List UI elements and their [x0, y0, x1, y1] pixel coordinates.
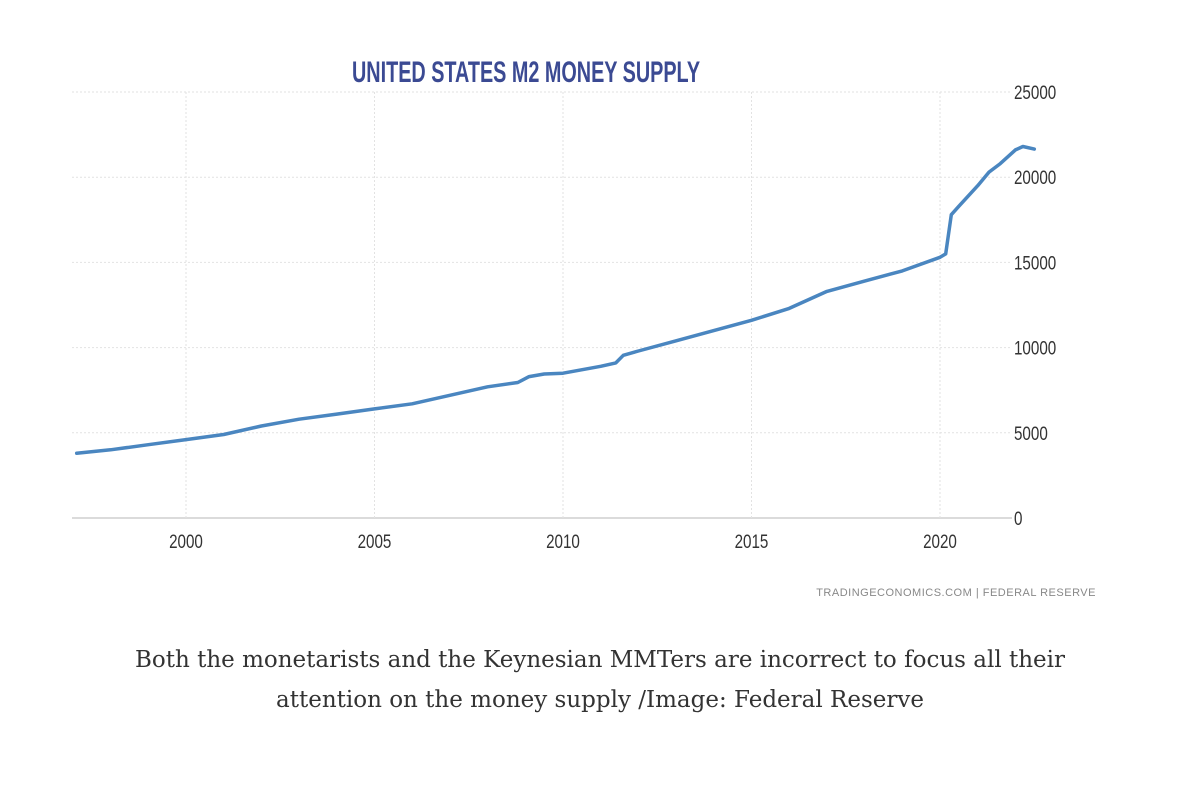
m2-line-chart: 0 5000 10000 15000 20000 25000 2000 2005 2010 201…: [72, 81, 1056, 552]
x-tick-label: 2005: [358, 530, 392, 552]
x-tick-label: 2020: [923, 530, 957, 552]
caption-line-1: Both the monetarists and the Keynesian M…: [134, 647, 1066, 673]
y-tick-label: 0: [1014, 507, 1022, 529]
y-tick-label: 5000: [1014, 422, 1048, 444]
chart-title: UNITED STATES M2 MONEY SUPPLY: [352, 56, 701, 89]
x-tick-label: 2010: [546, 530, 580, 552]
y-tick-label: 15000: [1014, 252, 1056, 274]
image-caption: Both the monetarists and the Keynesian M…: [0, 640, 1200, 720]
x-tick-label: 2015: [735, 530, 769, 552]
chart-source: TRADINGECONOMICS.COM | FEDERAL RESERVE: [816, 587, 1096, 599]
caption-line-2: attention on the money supply /Image: Fe…: [276, 687, 924, 713]
y-tick-label: 25000: [1014, 81, 1056, 103]
y-tick-label: 20000: [1014, 167, 1056, 189]
x-tick-label: 2000: [169, 530, 203, 552]
y-tick-label: 10000: [1014, 337, 1056, 359]
m2-series-line: [74, 144, 1037, 455]
